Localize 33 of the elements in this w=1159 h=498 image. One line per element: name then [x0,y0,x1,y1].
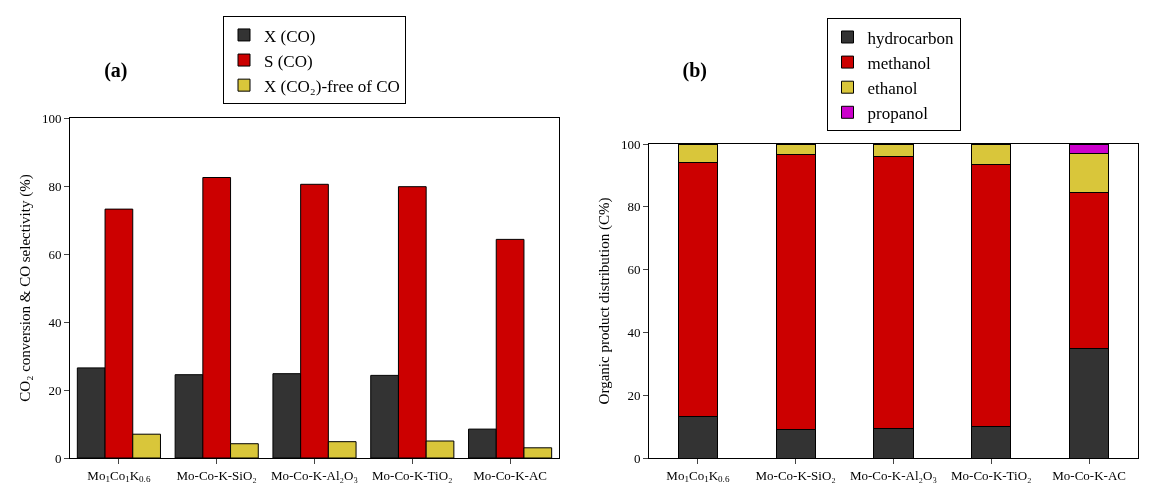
y-tick-label: 0 [54,450,62,466]
y-tick-label: 80 [48,178,62,194]
y-tick-label: 60 [627,262,641,278]
chart-title: (a) [104,59,128,82]
legend-label: propanol [867,103,929,123]
y-tick-label: 40 [48,314,62,330]
legend-label: S (CO) [264,51,313,71]
y-tick-label: 100 [620,136,641,152]
x-tick-label: Mo-Co-K-Al₂O₃ [849,467,938,483]
chart-title: (b) [682,59,708,82]
x-tick-label: Mo-Co-K-SiO₂ [176,467,257,483]
y-tick-label: 0 [633,450,641,466]
y-tick-label: 20 [627,387,641,403]
x-tick-label: Mo-Co-K-TiO₂ [950,467,1032,483]
x-tick-label: Mo-Co-K-AC [473,467,547,483]
legend-label: ethanol [867,78,918,98]
x-tick-label: Mo$_{1}$Co$_{1}$K$_{0.6}$ [666,467,730,485]
legend-label: hydrocarbon [867,28,954,48]
x-tick-label: Mo$_{1}$Co$_{1}$K$_{0.6}$ [87,467,151,485]
y-tick-label: 20 [48,382,62,398]
x-tick-label: Mo-Co-K-SiO₂ [755,467,836,483]
legend-label: X (CO₂)-free of CO [264,76,400,96]
legend-label: methanol [867,53,932,73]
y-tick-label: 40 [627,324,641,340]
legend-label: X (CO) [264,26,316,46]
y-tick-label: 100 [41,110,62,126]
x-tick-label: Mo-Co-K-Al₂O₃ [270,467,359,483]
y-axis-title: Organic product distribution (C%) [596,197,613,405]
x-tick-label: Mo-Co-K-TiO₂ [371,467,453,483]
y-tick-label: 80 [627,199,641,215]
x-tick-label: Mo-Co-K-AC [1052,467,1126,483]
y-tick-label: 60 [48,246,62,262]
y-axis-title: CO₂ conversion & CO selectivity (%) [17,174,34,402]
